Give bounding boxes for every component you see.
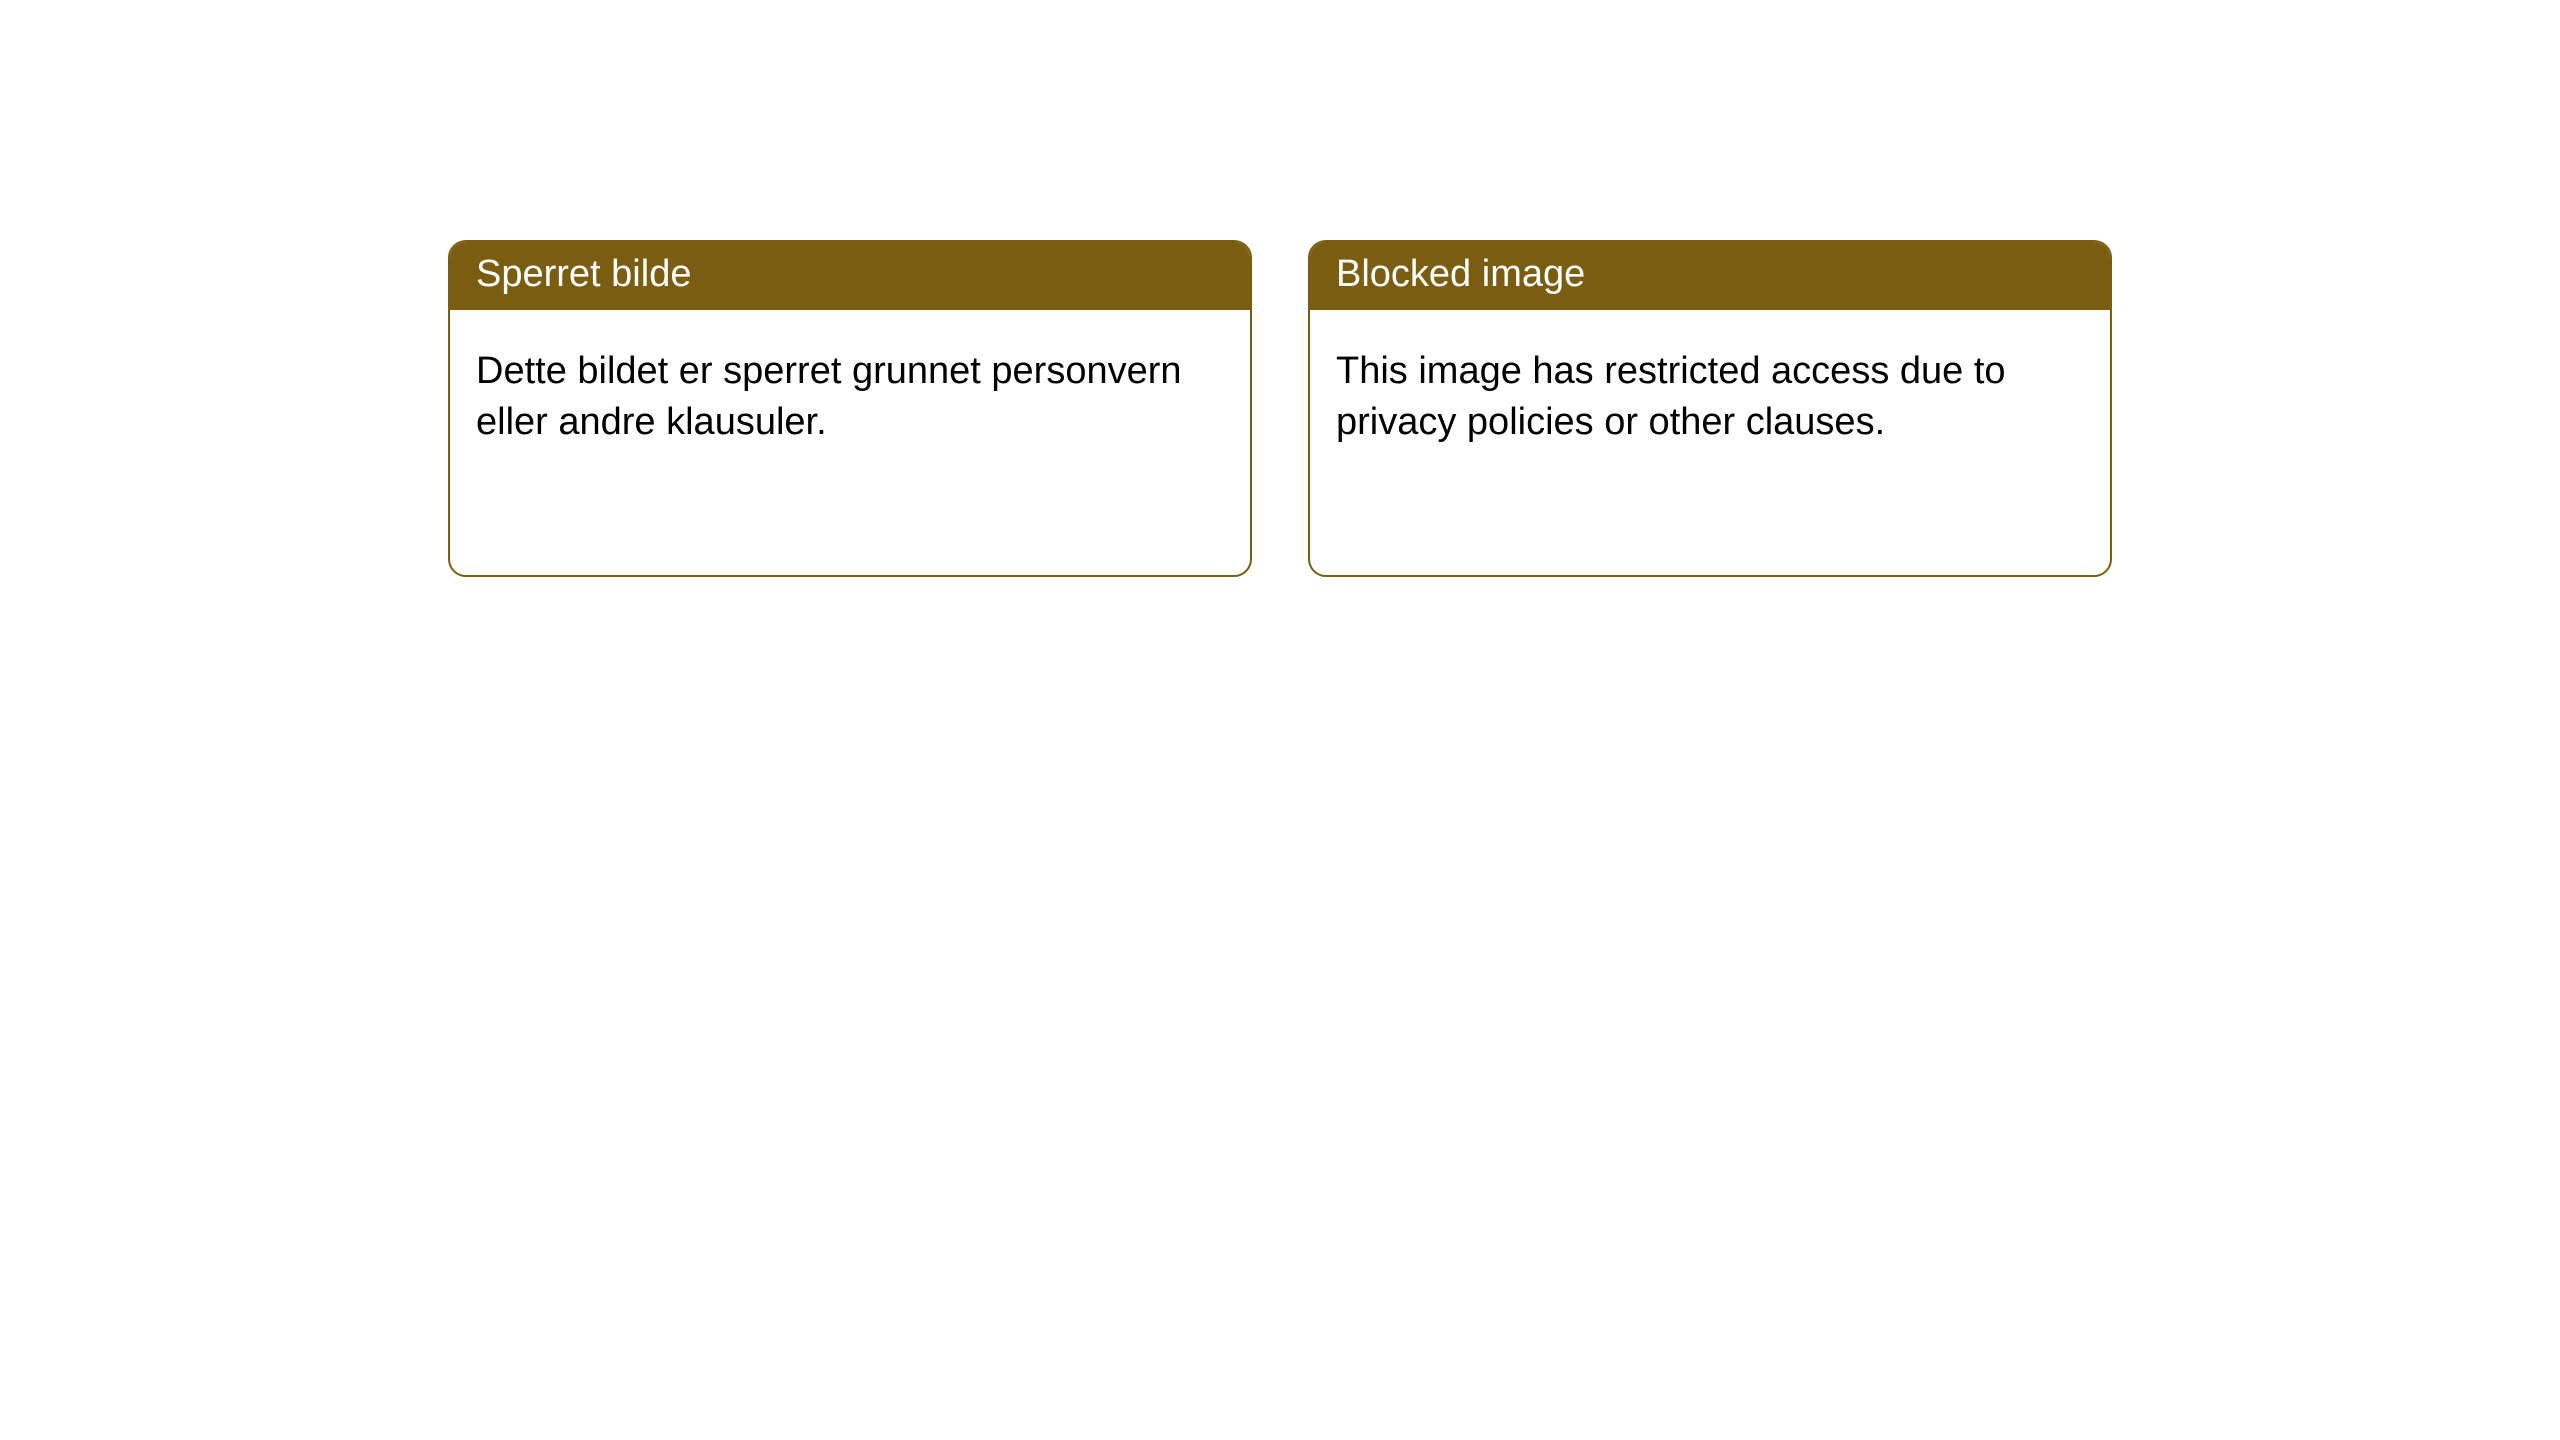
notice-container: Sperret bilde Dette bildet er sperret gr… <box>0 0 2560 577</box>
notice-title-norwegian: Sperret bilde <box>450 242 1250 310</box>
notice-card-english: Blocked image This image has restricted … <box>1308 240 2112 577</box>
notice-body-norwegian: Dette bildet er sperret grunnet personve… <box>450 310 1250 485</box>
notice-body-english: This image has restricted access due to … <box>1310 310 2110 485</box>
notice-title-english: Blocked image <box>1310 242 2110 310</box>
notice-card-norwegian: Sperret bilde Dette bildet er sperret gr… <box>448 240 1252 577</box>
